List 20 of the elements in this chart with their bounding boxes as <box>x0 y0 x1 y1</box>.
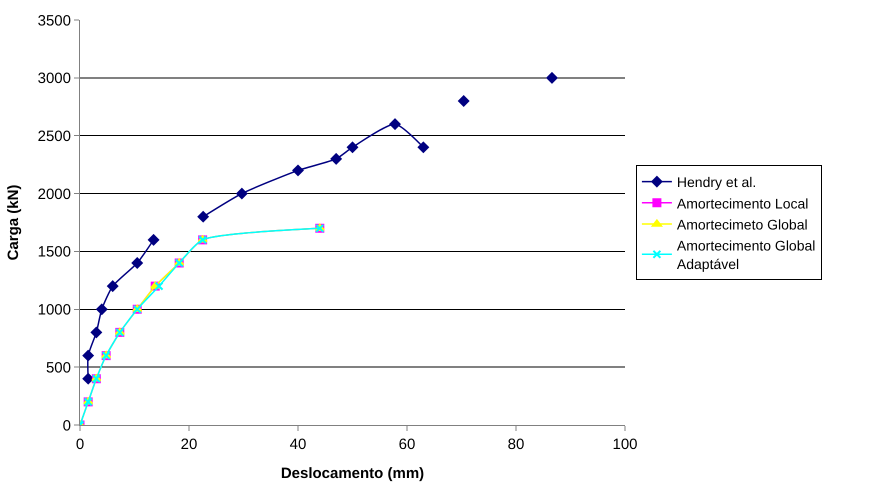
y-tick-label: 2000 <box>38 186 71 203</box>
legend-label: Amortecimento Global Adaptável <box>676 238 816 272</box>
y-axis-title: Carga (kN) <box>4 184 22 260</box>
y-tick-label: 1000 <box>38 302 71 319</box>
x-tick-label: 0 <box>76 436 84 453</box>
y-tick-label: 500 <box>46 359 71 376</box>
y-tick-label: 1500 <box>38 244 71 261</box>
y-tick-label: 3500 <box>38 12 71 30</box>
y-tick-label: 2500 <box>38 128 71 145</box>
x-tick-label: 80 <box>508 436 524 453</box>
legend-label: Amortecimento Local <box>676 195 808 212</box>
x-tick-label: 100 <box>612 436 638 453</box>
x-tick-label: 60 <box>398 436 416 453</box>
y-tick-label: 0 <box>62 417 71 434</box>
x-tick-label: 20 <box>180 436 198 453</box>
x-axis-title: Deslocamento (mm) <box>280 465 424 482</box>
legend-label: Hendry et al. <box>676 174 756 190</box>
y-tick-label: 3000 <box>38 70 71 88</box>
legend-label: Amortecimeto Global <box>676 216 808 232</box>
x-tick-label: 40 <box>290 436 306 453</box>
